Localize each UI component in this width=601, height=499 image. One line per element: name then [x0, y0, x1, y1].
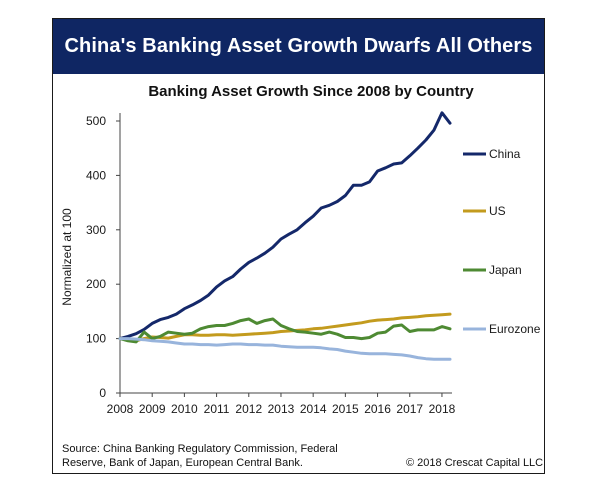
y-tick-label: 400 [86, 168, 106, 182]
chart-title: Banking Asset Growth Since 2008 by Count… [148, 83, 474, 100]
x-tick-label: 2009 [139, 402, 166, 416]
chart-frame: China's Banking Asset Growth Dwarfs All … [52, 18, 545, 474]
series-line-eurozone [118, 337, 452, 361]
x-tick-label: 2016 [364, 402, 391, 416]
legend-label-china: China [489, 147, 521, 161]
x-tick-group: 2008 2009 2010 2011 2012 2013 2014 2015 2016 2017… [107, 393, 456, 416]
series-group [118, 111, 452, 361]
y-tick-label: 200 [86, 277, 106, 291]
y-tick-label: 100 [86, 332, 106, 346]
x-tick-label: 2017 [396, 402, 423, 416]
legend-label-us: US [489, 204, 506, 218]
copyright-text: © 2018 Crescat Capital LLC [406, 457, 543, 469]
y-tick-label: 500 [86, 114, 106, 128]
source-line-2: Reserve, Bank of Japan, European Central… [62, 457, 303, 469]
source-line-1: Source: China Banking Regulatory Commiss… [62, 443, 338, 455]
x-tick-label: 2013 [268, 402, 295, 416]
x-tick-label: 2014 [300, 402, 327, 416]
banner-title: China's Banking Asset Growth Dwarfs All … [53, 19, 544, 74]
series-line-china [118, 111, 452, 341]
legend-label-japan: Japan [489, 263, 522, 277]
y-tick-label: 300 [86, 223, 106, 237]
legend-label-eurozone: Eurozone [489, 322, 541, 336]
legend: China US Japan Eurozone [463, 147, 541, 336]
x-tick-label: 2010 [171, 402, 198, 416]
x-tick-label: 2011 [204, 402, 230, 416]
y-tick-group: 0 100 200 300 400 500 [86, 114, 120, 400]
x-tick-label: 2012 [235, 402, 262, 416]
series-line-us [118, 312, 452, 343]
x-tick-label: 2008 [107, 402, 134, 416]
x-tick-label: 2015 [332, 402, 359, 416]
y-tick-label: 0 [99, 386, 106, 400]
series-line-japan [118, 317, 452, 344]
x-tick-label: 2018 [429, 402, 456, 416]
y-axis-label: Normalized at 100 [60, 208, 74, 306]
